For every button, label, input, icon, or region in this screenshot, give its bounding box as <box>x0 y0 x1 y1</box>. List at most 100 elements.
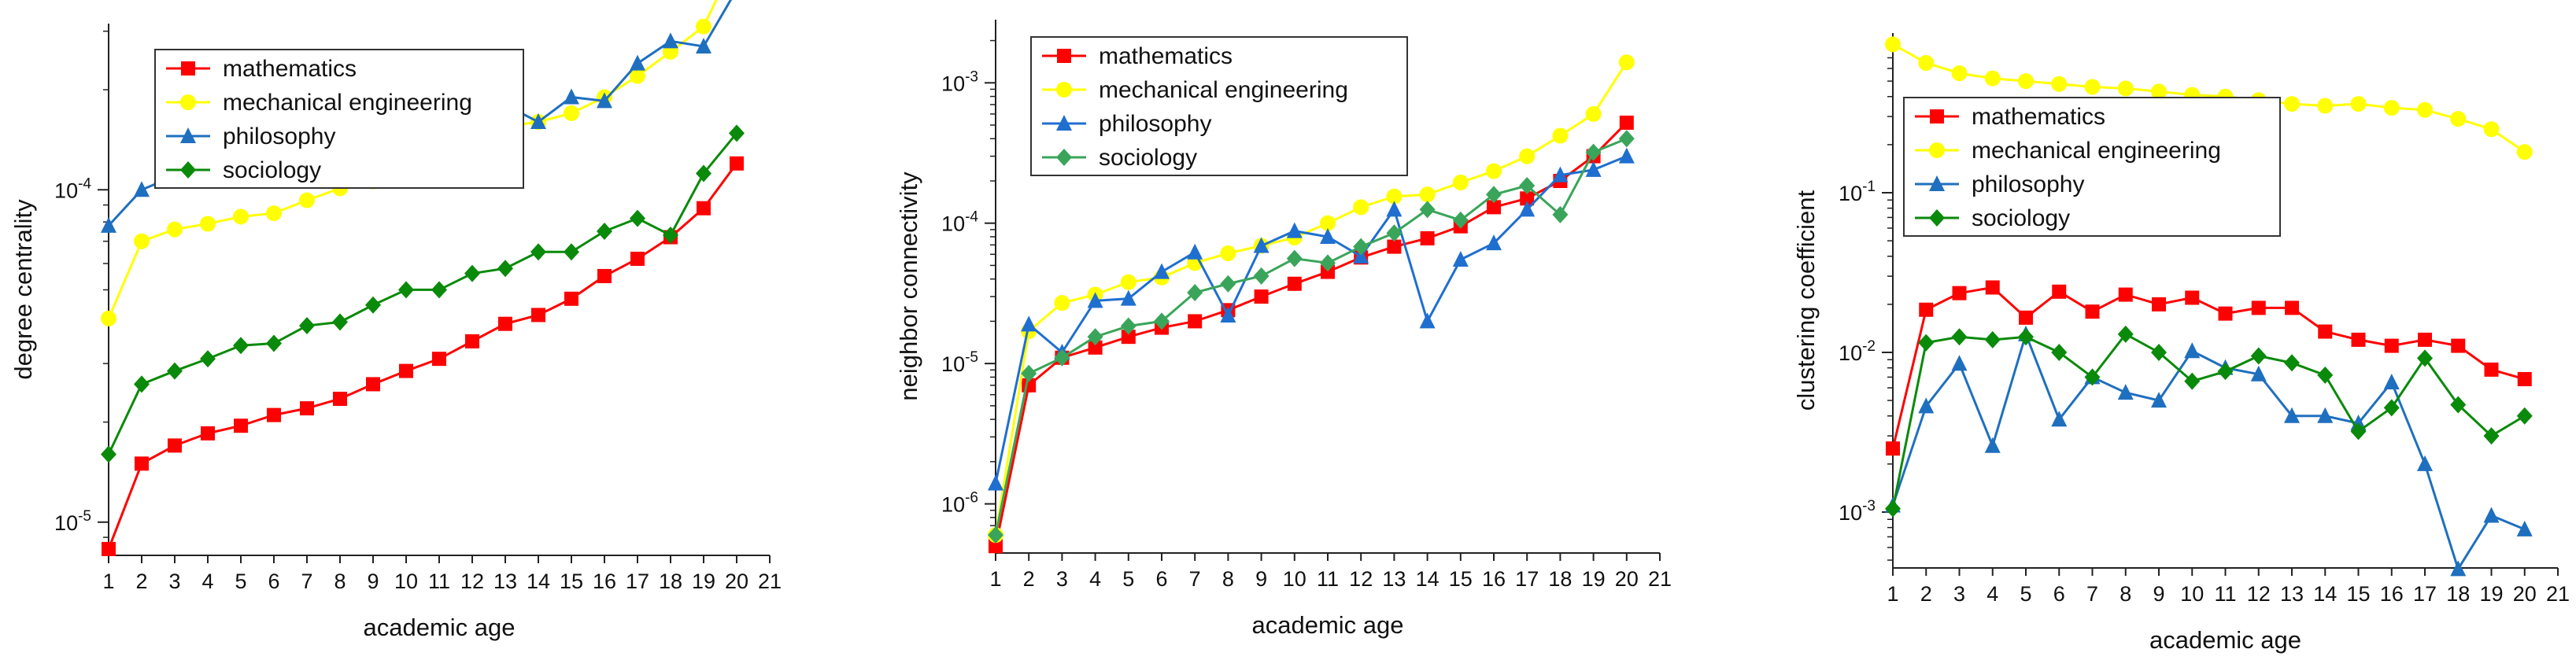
y-tick-base: 10 <box>1839 501 1862 525</box>
x-tick-label: 13 <box>493 570 517 593</box>
y-tick-exponent: -3 <box>965 68 978 85</box>
data-point <box>2018 73 2034 90</box>
legend: mathematics mechanical engineering philoso… <box>1903 97 2281 237</box>
data-point <box>464 264 480 282</box>
data-point <box>1519 148 1536 164</box>
data-point <box>1386 224 1403 242</box>
data-point <box>2117 325 2134 343</box>
series-mathematics <box>989 115 1634 554</box>
data-point <box>1486 186 1502 204</box>
legend-label: sociology <box>1099 145 1197 171</box>
data-point <box>2383 100 2400 116</box>
data-point <box>1520 191 1535 206</box>
x-tick-label: 1 <box>1887 582 1898 606</box>
x-tick-label: 4 <box>1089 567 1101 591</box>
series-line <box>994 155 1628 484</box>
x-tick-label: 5 <box>1122 567 1134 591</box>
data-point <box>1286 249 1303 267</box>
data-point <box>1552 127 1569 144</box>
legend-marker <box>181 61 195 76</box>
data-point <box>2084 79 2101 95</box>
data-point <box>2483 427 2500 445</box>
data-point <box>564 88 579 105</box>
data-point <box>696 18 711 35</box>
x-tick-label: 16 <box>593 570 616 593</box>
data-point <box>1918 397 1935 414</box>
x-tick-label: 14 <box>1416 567 1440 591</box>
data-point <box>332 313 348 331</box>
data-point <box>167 221 183 238</box>
data-point <box>597 268 612 283</box>
data-point <box>729 124 745 142</box>
x-tick-label: 12 <box>2247 582 2271 606</box>
data-point <box>1984 437 2001 453</box>
data-point <box>1919 302 1934 317</box>
data-point <box>365 296 381 314</box>
data-point <box>168 438 182 453</box>
x-tick-label: 13 <box>2280 582 2304 606</box>
data-point <box>1320 215 1336 231</box>
data-point <box>530 243 546 261</box>
data-point <box>531 308 545 323</box>
data-point <box>1452 251 1469 267</box>
legend-marker <box>180 161 196 179</box>
data-point <box>1452 211 1469 229</box>
data-point <box>2085 304 2100 319</box>
data-point <box>1984 330 2001 348</box>
data-point <box>134 233 150 249</box>
y-tick-base: 10 <box>54 179 78 202</box>
data-point <box>1487 200 1501 215</box>
data-point <box>2151 343 2167 361</box>
legend-marker <box>1929 175 1945 191</box>
x-tick-label: 21 <box>2546 582 2570 606</box>
data-point <box>2516 144 2533 160</box>
legend-label: mechanical engineering <box>1099 77 1348 103</box>
data-point <box>564 105 579 121</box>
data-point <box>200 216 216 232</box>
data-point <box>233 208 249 225</box>
data-point <box>266 205 282 222</box>
data-point <box>1353 199 1369 216</box>
series-line <box>1891 330 2526 572</box>
data-point <box>1220 307 1236 323</box>
data-point <box>2317 98 2334 114</box>
data-point <box>2151 83 2167 100</box>
data-point <box>497 260 513 278</box>
data-point <box>465 334 479 348</box>
data-point <box>2317 366 2334 384</box>
data-point <box>2185 290 2200 305</box>
legend-label: sociology <box>223 157 321 183</box>
legend-marker <box>180 127 196 143</box>
data-point <box>1088 340 1103 355</box>
x-tick-label: 2 <box>135 570 147 593</box>
data-point <box>432 352 446 367</box>
x-tick-label: 2 <box>1023 567 1035 591</box>
y-tick-label: 10-1 <box>1839 179 1876 205</box>
data-point <box>1188 314 1203 329</box>
data-point <box>2450 111 2467 127</box>
y-tick-exponent: -5 <box>78 508 91 525</box>
data-point <box>730 156 744 171</box>
x-tick-label: 17 <box>2413 582 2437 606</box>
data-point <box>1952 286 1967 300</box>
y-axis-label: neighbor connectivity <box>895 171 922 401</box>
data-point <box>1886 441 1900 456</box>
data-point <box>564 291 578 306</box>
x-tick-label: 20 <box>725 570 748 593</box>
x-axis-label: academic age <box>363 614 515 641</box>
data-point <box>200 350 216 368</box>
data-point <box>498 316 512 331</box>
legend-marker <box>180 94 196 110</box>
data-point <box>101 216 116 233</box>
data-point <box>1618 54 1635 71</box>
x-tick-label: 18 <box>659 570 682 593</box>
data-point <box>2117 384 2134 400</box>
data-point <box>134 375 150 393</box>
data-point <box>1486 163 1502 179</box>
x-tick-label: 7 <box>301 570 312 593</box>
data-point <box>630 54 645 71</box>
x-tick-label: 14 <box>527 570 550 593</box>
data-point <box>1021 364 1037 382</box>
data-point <box>663 32 678 49</box>
